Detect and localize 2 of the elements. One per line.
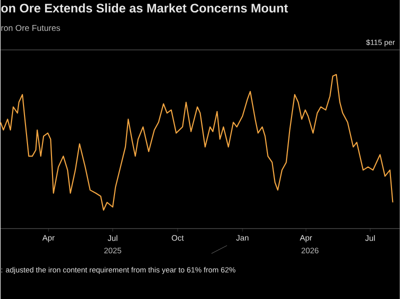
- chart-subtitle: ron Ore Futures: [1, 24, 60, 31]
- chart-title: on Ore Extends Slide as Market Concerns Mount: [1, 3, 288, 12]
